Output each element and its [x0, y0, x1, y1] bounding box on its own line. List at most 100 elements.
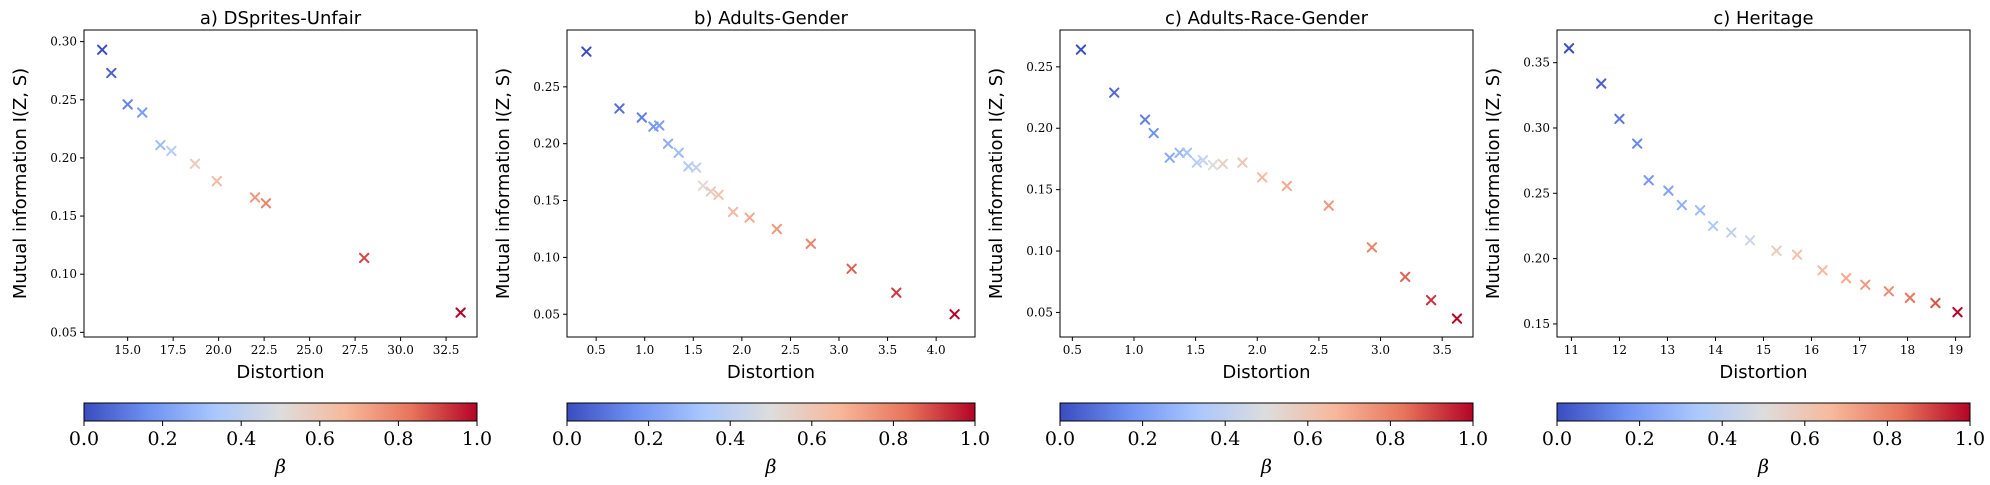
marker-stroke: [249, 192, 261, 203]
data-point-marker: [1191, 157, 1203, 168]
data-point-marker: [1217, 158, 1228, 170]
x-tick-label: 3.5: [1433, 343, 1452, 357]
x-tick-label: 27.5: [342, 343, 369, 357]
marker-stroke: [771, 223, 783, 235]
y-tick-label: 0.20: [1523, 252, 1550, 266]
x-tick-label: 1.0: [1124, 343, 1143, 357]
marker-stroke: [581, 46, 592, 57]
marker-stroke: [1791, 249, 1803, 260]
marker-stroke: [1425, 294, 1437, 306]
colorbar-tick-label: 0.0: [69, 428, 99, 450]
x-tick-label: 1.5: [684, 343, 703, 357]
marker-stroke: [1952, 306, 1963, 318]
colorbar-tick-label: 0.8: [878, 428, 908, 450]
data-point-marker: [1323, 200, 1334, 211]
marker-stroke: [1164, 152, 1175, 163]
colorbar-tick-label: 0.0: [1542, 428, 1572, 450]
marker-stroke: [744, 212, 755, 223]
data-point-marker: [1075, 44, 1087, 55]
colorbar-1: 0.0 0.2 0.4 0.6 0.8 1.0 β: [69, 402, 492, 478]
x-tick-label: 11: [1564, 343, 1579, 357]
marker-stroke: [166, 145, 177, 157]
data-point-marker: [1181, 147, 1193, 158]
x-tick-label: 0.5: [1063, 343, 1082, 357]
data-point-marker: [1425, 294, 1437, 306]
marker-stroke: [1676, 199, 1688, 211]
data-point-marker: [1676, 199, 1688, 211]
data-point-marker: [1256, 172, 1268, 183]
x-tick-label: 18: [1900, 343, 1915, 357]
plot-area-frame: [83, 29, 478, 338]
marker-stroke: [1817, 265, 1828, 276]
data-point-marker: [1164, 152, 1175, 163]
y-tick-label: 0.25: [1026, 60, 1053, 74]
x-axis-label: Distortion: [1222, 362, 1310, 383]
colorbar-label: β: [1757, 456, 1769, 478]
data-point-marker: [1791, 249, 1803, 260]
marker-stroke: [654, 120, 665, 131]
marker-stroke: [1237, 157, 1248, 168]
y-tick-label: 0.25: [1523, 186, 1550, 200]
data-point-marker: [1694, 205, 1706, 216]
data-point-marker: [1614, 113, 1625, 125]
colorbar-tick-label: 1.0: [1955, 428, 1985, 450]
data-point-marker: [727, 206, 739, 218]
data-point-marker: [744, 212, 755, 223]
marker-stroke: [1771, 245, 1782, 256]
data-point-marker: [771, 223, 783, 235]
y-tick-label: 0.25: [533, 80, 560, 94]
x-tick-label: 3.0: [829, 343, 848, 357]
x-tick-label: 15: [1756, 343, 1771, 357]
colorbar-tick-label: 0.2: [1127, 428, 1157, 450]
marker-stroke: [614, 103, 625, 114]
y-tick-label: 0.05: [1026, 305, 1053, 319]
data-point-marker: [697, 180, 709, 191]
data-point-marker: [1726, 227, 1737, 238]
marker-stroke: [1904, 292, 1916, 304]
marker-stroke: [1148, 127, 1159, 139]
data-point-marker: [1399, 271, 1411, 283]
x-tick-label: 2.5: [781, 343, 800, 357]
x-tick-label: 16: [1804, 343, 1819, 357]
data-point-marker: [1207, 159, 1219, 171]
y-tick-label: 0.15: [1523, 317, 1550, 331]
marker-stroke: [1139, 114, 1151, 125]
marker-stroke: [1075, 44, 1087, 55]
data-point-marker: [1366, 242, 1378, 253]
marker-stroke: [1744, 235, 1756, 246]
data-point-marker: [1744, 235, 1756, 246]
data-point-marker: [1707, 220, 1719, 232]
marker-stroke: [727, 206, 739, 218]
chart-panel-1: a) DSprites-Unfair 15.0 17.5 20.0 22.5 25.0 27…: [10, 8, 492, 478]
colorbar-tick-label: 0.4: [226, 428, 256, 450]
colorbar-gradient-bar: [1556, 402, 1971, 422]
x-tick-label: 13: [1660, 343, 1675, 357]
x-tick-label: 14: [1708, 343, 1724, 357]
y-axis-label: Mutual information I(Z, S): [493, 68, 514, 299]
data-point-marker: [1840, 273, 1852, 284]
marker-stroke: [636, 112, 647, 123]
colorbar-tick-label: 0.0: [552, 428, 582, 450]
colorbar-tick-label: 0.6: [797, 428, 827, 450]
marker-stroke: [1930, 297, 1941, 309]
colorbar-tick-label: 0.2: [1624, 428, 1654, 450]
marker-stroke: [673, 147, 684, 158]
data-point-marker: [137, 107, 148, 118]
plot-area-frame: [566, 29, 976, 338]
marker-stroke: [1181, 147, 1193, 158]
colorbar-label: β: [765, 456, 777, 478]
data-point-marker: [581, 46, 592, 57]
data-point-marker: [249, 192, 261, 203]
colorbar-tick-label: 1.0: [1458, 428, 1488, 450]
data-point-marker: [1904, 292, 1916, 304]
chart-panel-3: c) Adults-Race-Gender 0.5 1.0 1.5 2.0 2.5 3.0 3…: [986, 8, 1488, 478]
colorbar-2: 0.0 0.2 0.4 0.6 0.8 1.0 β: [552, 402, 990, 478]
colorbar-tick-label: 0.8: [383, 428, 413, 450]
data-point-marker: [1148, 127, 1159, 139]
data-point-marker: [1563, 43, 1575, 54]
y-tick-label: 0.10: [533, 250, 560, 264]
x-tick-label: 30.0: [387, 343, 414, 357]
marker-stroke: [260, 198, 272, 209]
x-tick-label: 15.0: [114, 343, 141, 357]
data-point-marker: [1281, 180, 1293, 192]
